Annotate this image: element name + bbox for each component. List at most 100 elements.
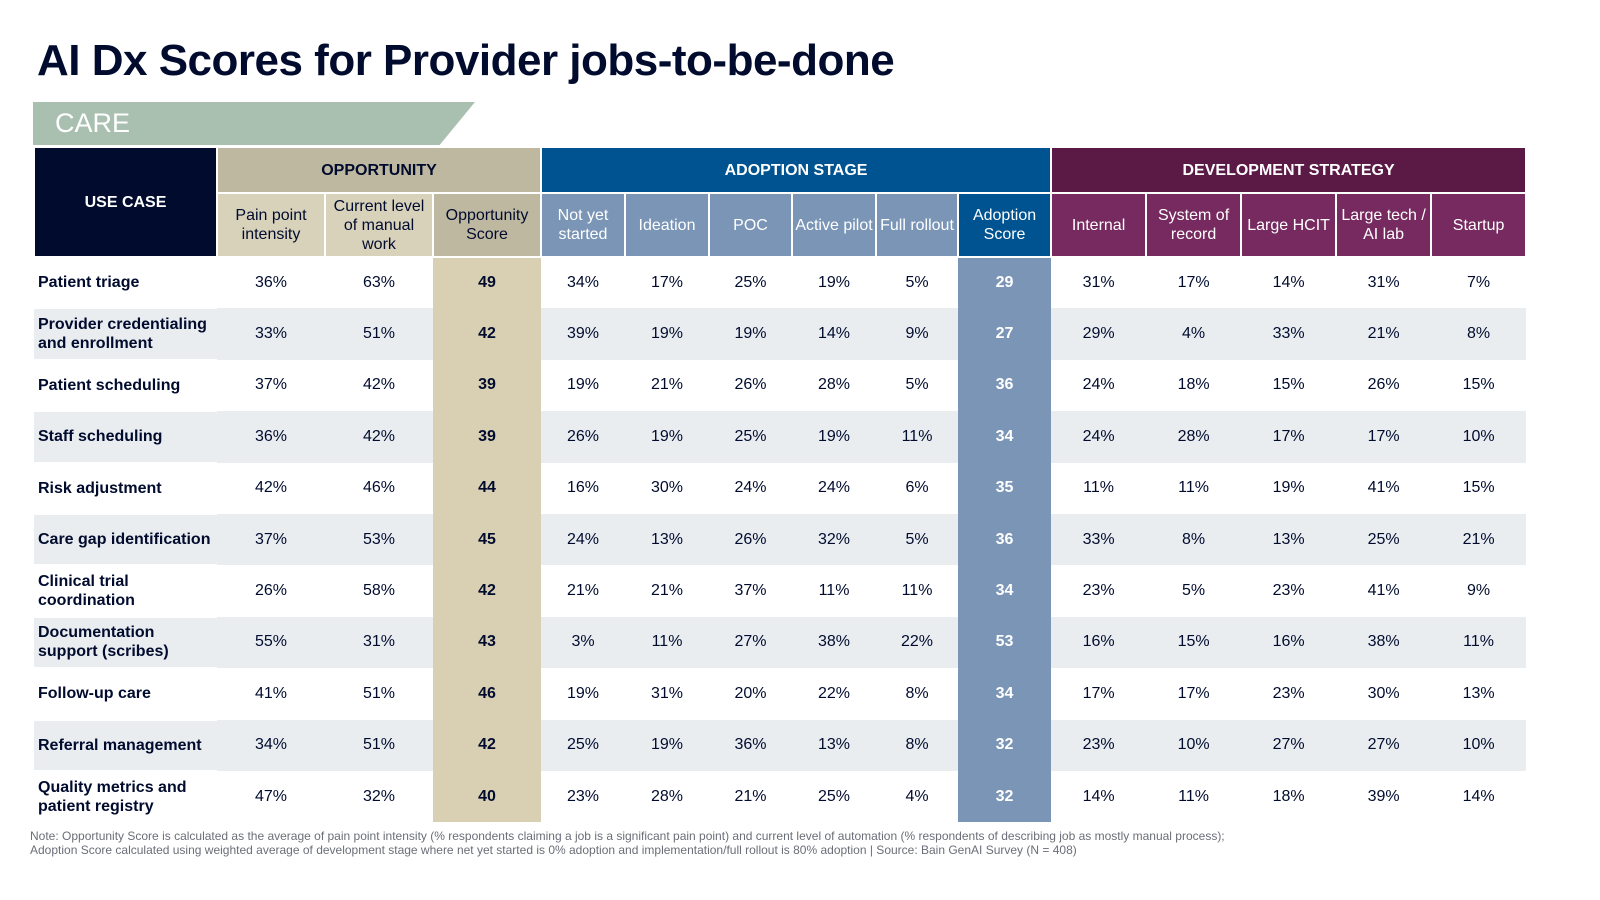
value-cell: 51% <box>362 684 396 702</box>
value-cell: 46% <box>362 479 396 497</box>
value-cell: 19% <box>625 411 709 463</box>
value-cell: 8% <box>1146 513 1242 566</box>
value-cell: 22% <box>876 616 958 669</box>
value-cell: 37% <box>217 513 325 566</box>
value-cell: 42% <box>362 376 396 394</box>
value-cell: 19% <box>709 308 792 360</box>
value-cell: 24% <box>1051 411 1147 463</box>
use-case-label: Clinical trial coordination <box>34 565 217 618</box>
value-cell: 16% <box>1051 616 1147 669</box>
value-cell: 28% <box>650 787 684 805</box>
column-header: Large tech / AI lab <box>1335 192 1433 258</box>
value-cell: 16% <box>566 479 600 497</box>
value-cell: 24% <box>541 513 625 566</box>
value-cell: 11% <box>901 582 933 600</box>
value-cell: 11% <box>818 582 850 600</box>
column-header: Not yet started <box>540 192 626 258</box>
value-cell: 38% <box>1336 616 1432 669</box>
value-cell: 23% <box>1082 582 1115 600</box>
value-cell: 25% <box>709 411 792 463</box>
opportunity-score-cell: 49 <box>433 257 541 309</box>
value-cell: 8% <box>876 719 958 771</box>
value-cell: 21% <box>650 376 684 394</box>
footnote-line: Note: Opportunity Score is calculated as… <box>30 829 1225 843</box>
adoption-score-cell: 53 <box>958 616 1052 669</box>
value-cell: 41% <box>1367 479 1400 497</box>
value-cell: 19% <box>566 684 600 702</box>
column-header: Pain point intensity <box>216 192 326 258</box>
table-row: Care gap identification 37% 53% 45 24% 13% 26%… <box>34 513 1527 567</box>
value-cell: 5% <box>905 274 929 292</box>
value-cell: 13% <box>1462 684 1495 702</box>
use-case-label: Quality metrics and patient registry <box>34 770 217 824</box>
header-opportunity: OPPORTUNITY <box>216 146 542 194</box>
adoption-score-cell: 34 <box>958 668 1052 720</box>
value-cell: 17% <box>1082 684 1115 702</box>
value-cell: 17% <box>1177 684 1210 702</box>
value-cell: 24% <box>817 479 851 497</box>
value-cell: 27% <box>1241 719 1337 771</box>
value-cell: 8% <box>905 684 929 702</box>
value-cell: 21% <box>566 582 600 600</box>
value-cell: 4% <box>1146 308 1242 360</box>
value-cell: 41% <box>1367 582 1400 600</box>
use-case-label: Care gap identification <box>34 513 217 567</box>
value-cell: 26% <box>1367 376 1400 394</box>
value-cell: 33% <box>1241 308 1337 360</box>
value-cell: 39% <box>1367 787 1400 805</box>
column-header: Current level of manual work <box>324 192 434 258</box>
value-cell: 34% <box>566 274 600 292</box>
column-header: Active pilot <box>791 192 877 258</box>
value-cell: 15% <box>1146 616 1242 669</box>
value-cell: 25% <box>541 719 625 771</box>
header-development-strategy: DEVELOPMENT STRATEGY <box>1050 146 1528 194</box>
value-cell: 18% <box>1272 787 1305 805</box>
value-cell: 14% <box>1462 787 1495 805</box>
opportunity-score-cell: 42 <box>433 565 541 617</box>
value-cell: 25% <box>817 787 851 805</box>
value-cell: 20% <box>734 684 767 702</box>
section-banner: CARE <box>33 102 475 145</box>
value-cell: 29% <box>1051 308 1147 360</box>
opportunity-score-cell: 46 <box>433 668 541 720</box>
value-cell: 19% <box>625 719 709 771</box>
value-cell: 26% <box>254 582 288 600</box>
value-cell: 19% <box>625 308 709 360</box>
column-header: POC <box>708 192 793 258</box>
value-cell: 31% <box>1082 274 1115 292</box>
column-header: Internal <box>1050 192 1148 258</box>
adoption-score-cell: 36 <box>958 513 1052 566</box>
footnote: Note: Opportunity Score is calculated as… <box>30 829 1225 857</box>
value-cell: 5% <box>876 513 958 566</box>
section-label: CARE <box>55 108 131 138</box>
opportunity-score-cell: 42 <box>433 308 541 360</box>
value-cell: 47% <box>254 787 288 805</box>
value-cell: 17% <box>1241 411 1337 463</box>
value-cell: 23% <box>1051 719 1147 771</box>
value-cell: 25% <box>1336 513 1432 566</box>
adoption-score-cell: 32 <box>958 770 1052 823</box>
value-cell: 6% <box>905 479 929 497</box>
value-cell: 7% <box>1467 274 1491 292</box>
value-cell: 25% <box>734 274 767 292</box>
adoption-score-cell: 36 <box>958 359 1052 412</box>
value-cell: 22% <box>817 684 851 702</box>
table-row: Risk adjustment 42% 46% 44 16% 30% 24% 24% 6% 35 1… <box>34 462 1526 515</box>
value-cell: 30% <box>650 479 684 497</box>
value-cell: 19% <box>817 274 851 292</box>
value-cell: 5% <box>905 376 929 394</box>
column-header: System of record <box>1145 192 1243 258</box>
column-header: Ideation <box>624 192 710 258</box>
value-cell: 11% <box>876 411 958 463</box>
value-cell: 9% <box>1467 582 1491 600</box>
adoption-score-cell: 34 <box>958 565 1052 617</box>
column-header: Startup <box>1430 192 1528 258</box>
value-cell: 23% <box>566 787 600 805</box>
use-case-label: Patient scheduling <box>34 359 217 413</box>
value-cell: 19% <box>566 376 600 394</box>
value-cell: 27% <box>1336 719 1432 771</box>
table-row: Quality metrics and patient registry 47% 3… <box>34 770 1526 824</box>
use-case-label: Risk adjustment <box>34 462 217 515</box>
value-cell: 33% <box>1051 513 1147 566</box>
value-cell: 38% <box>792 616 876 669</box>
